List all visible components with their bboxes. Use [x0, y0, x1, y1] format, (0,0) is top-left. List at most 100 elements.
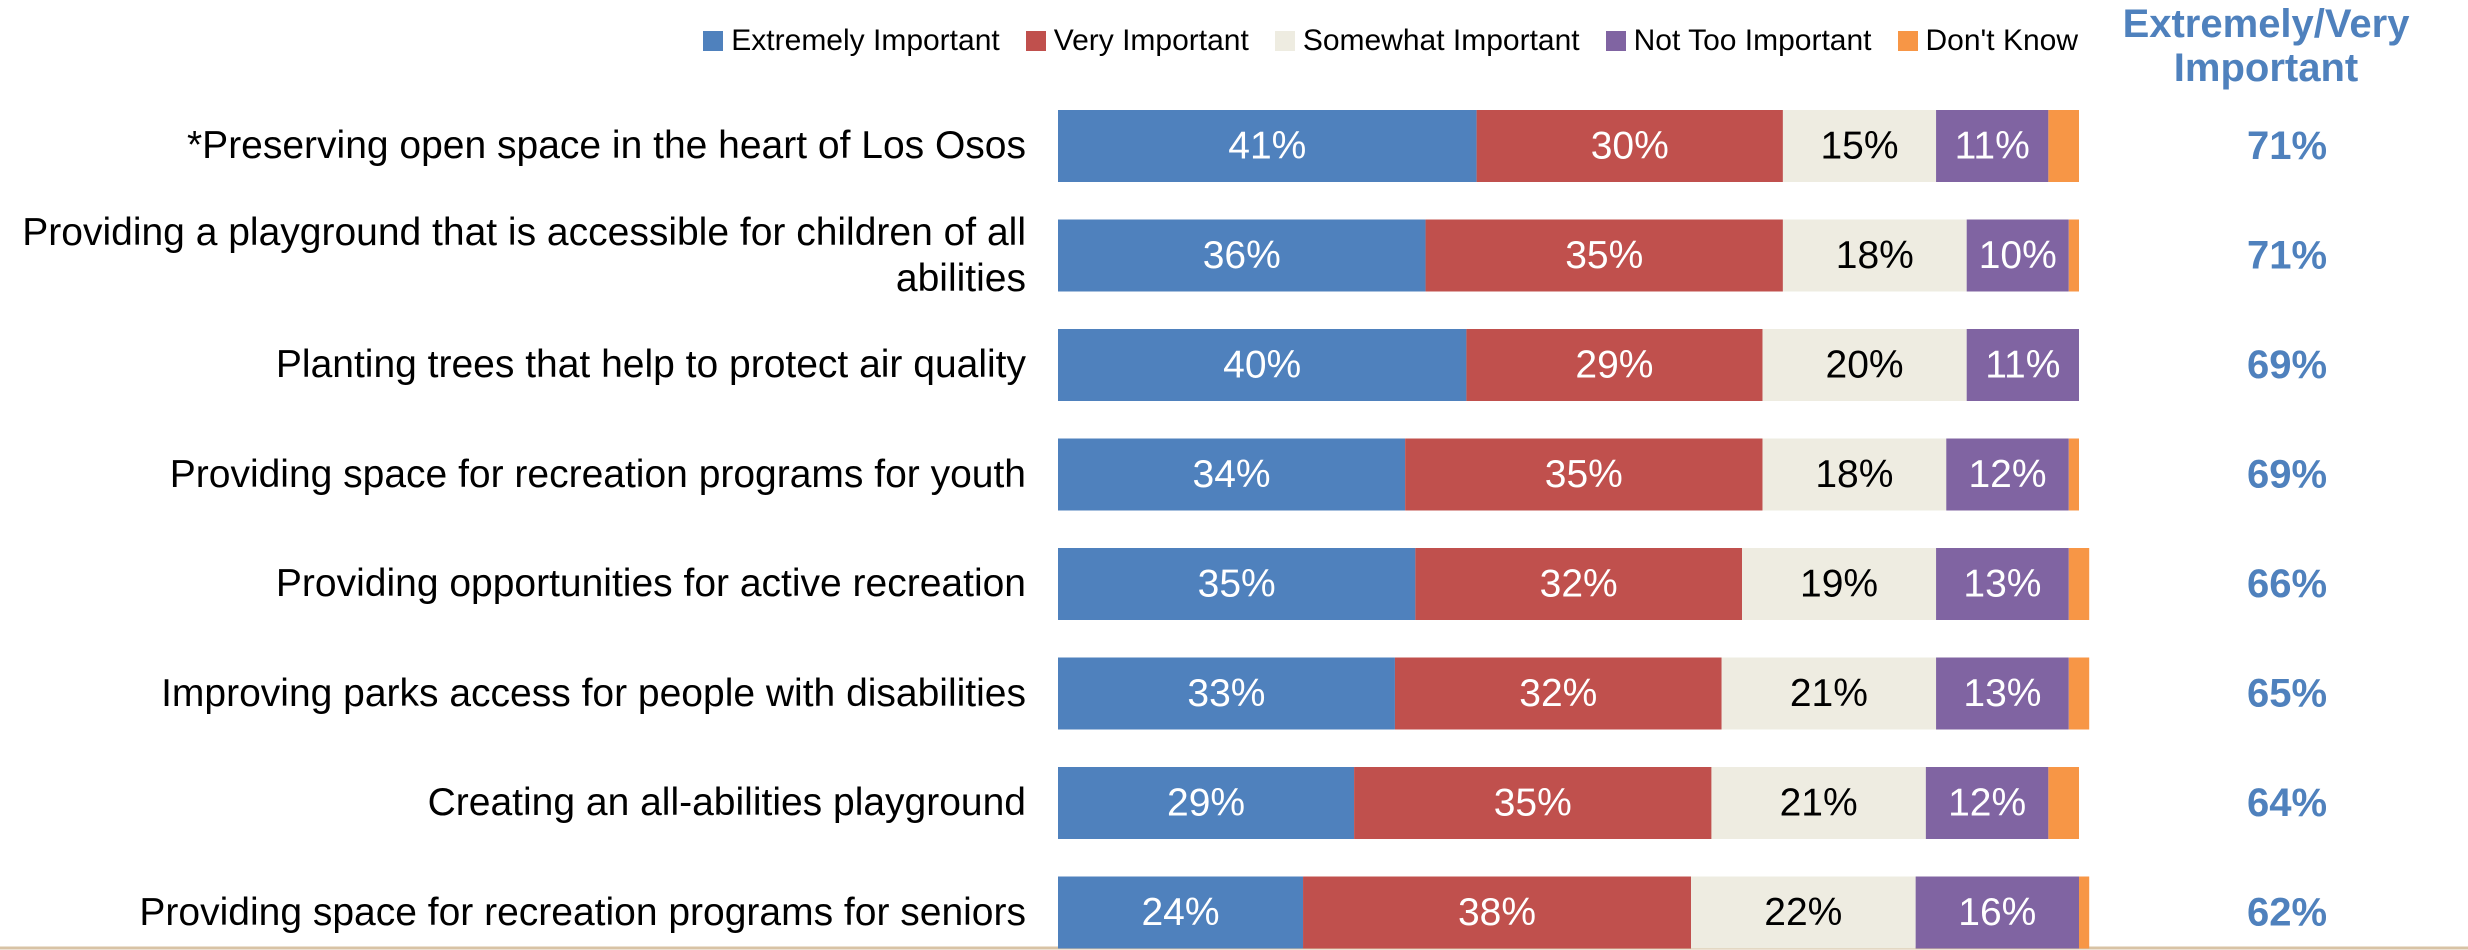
total-label: 71%: [2247, 234, 2327, 278]
legend-label: Somewhat Important: [1302, 24, 1580, 57]
data-label: 29%: [1575, 344, 1653, 387]
bar-segment: [1058, 329, 1467, 401]
total-label: 64%: [2247, 781, 2327, 825]
category-label: Improving parks access for people with d…: [161, 671, 1026, 715]
data-label: 10%: [1979, 234, 2057, 277]
data-label: 32%: [1519, 672, 1597, 715]
bar-segment: [1415, 548, 1743, 620]
total-label: 71%: [2247, 124, 2327, 168]
category-label: Providing a playground that is accessibl…: [22, 210, 1026, 300]
data-label: 21%: [1790, 672, 1868, 715]
bar-segment: [1711, 767, 1926, 839]
data-label: 11%: [1955, 125, 2030, 168]
legend: Extremely Important Very Important Somewha…: [677, 24, 2078, 58]
data-label: 13%: [1963, 672, 2041, 715]
legend-item: Very Important: [1025, 24, 1249, 58]
bar-segment: [1966, 219, 2069, 292]
bar-segment: [1058, 219, 1426, 292]
category-label: *Preserving open space in the heart of L…: [187, 124, 1026, 167]
category-label: Planting trees that help to protect air …: [275, 343, 1026, 386]
legend-item: Don't Know: [1897, 24, 2078, 58]
data-label: 18%: [1836, 234, 1914, 277]
data-label: 18%: [1815, 453, 1893, 496]
category-label: Creating an all-abilities playground: [427, 781, 1026, 824]
data-label: 12%: [1948, 782, 2026, 825]
total-label: 69%: [2247, 453, 2327, 497]
category-label: Providing opportunities for active recre…: [275, 562, 1026, 605]
bar-segment: [1425, 219, 1783, 292]
total-label: 62%: [2247, 891, 2327, 935]
data-label: 38%: [1458, 891, 1536, 934]
data-label: 12%: [1968, 453, 2046, 496]
bar-segment: [1354, 767, 1712, 839]
bar-segment: [1058, 767, 1355, 839]
legend-label: Very Important: [1053, 24, 1249, 57]
data-label: 24%: [1141, 891, 1219, 934]
bar-segment: [1742, 548, 1937, 620]
bar-segment: [2079, 876, 2090, 949]
data-label: 33%: [1187, 672, 1265, 715]
legend-label: Extremely Important: [731, 24, 1000, 57]
bar-segment: [1936, 110, 2049, 182]
bar-segment: [1476, 110, 1783, 182]
data-label: 35%: [1565, 234, 1643, 277]
bar-segment: [1762, 438, 1947, 511]
bar-segment: [1058, 110, 1477, 182]
bar-segment: [1405, 438, 1763, 511]
data-label: 21%: [1780, 782, 1858, 825]
bar-segment: [2048, 110, 2079, 182]
legend-swatch: [1897, 31, 1918, 51]
data-label: 19%: [1800, 563, 1878, 606]
data-label: 35%: [1545, 453, 1623, 496]
bar-segment: [2068, 548, 2090, 620]
legend-item: Not Too Important: [1605, 24, 1872, 58]
totals-title: Extremely/Very Important: [2122, 2, 2410, 90]
data-label: 36%: [1203, 234, 1281, 277]
data-label: 41%: [1228, 125, 1306, 168]
bar-segment: [1936, 548, 2069, 620]
bar-segment: [2068, 438, 2079, 511]
legend-item: Extremely Important: [703, 24, 1000, 58]
bar-segment: [1691, 876, 1916, 949]
bar-segment: [1058, 657, 1395, 730]
category-label: Providing space for recreation programs …: [169, 452, 1026, 496]
legend-label: Don't Know: [1925, 24, 2078, 57]
data-label: 11%: [1985, 344, 2060, 387]
total-label: 66%: [2247, 562, 2327, 606]
bar-segment: [1782, 110, 1937, 182]
total-label: 65%: [2247, 672, 2327, 716]
bar-segment: [1058, 438, 1406, 511]
legend-label: Not Too Important: [1633, 24, 1872, 57]
legend-swatch: [1605, 31, 1626, 51]
bar-segment: [2048, 767, 2079, 839]
data-label: 15%: [1820, 125, 1898, 168]
bar-segment: [1394, 657, 1722, 730]
legend-swatch: [1025, 31, 1046, 51]
data-label: 20%: [1826, 344, 1904, 387]
bar-segment: [1058, 876, 1304, 949]
data-label: 40%: [1223, 344, 1301, 387]
bar-segment: [1936, 657, 2069, 730]
data-label: 34%: [1193, 453, 1271, 496]
bar-segment: [2068, 219, 2079, 292]
data-label: 22%: [1764, 891, 1842, 934]
legend-swatch: [703, 31, 724, 51]
data-label: 32%: [1540, 563, 1618, 606]
bar-segment: [1966, 329, 2079, 401]
data-label: 35%: [1198, 563, 1276, 606]
bar-segment: [1915, 876, 2079, 949]
bar-segment: [1303, 876, 1692, 949]
bar-segment: [2068, 657, 2090, 730]
legend-swatch: [1274, 31, 1295, 51]
data-label: 16%: [1958, 891, 2036, 934]
bar-segment: [1925, 767, 2049, 839]
data-label: 30%: [1591, 125, 1669, 168]
bar-segment: [1762, 329, 1967, 401]
bar-segment: [1058, 548, 1416, 620]
category-label: Providing space for recreation programs …: [139, 890, 1026, 934]
data-label: 13%: [1963, 563, 2041, 606]
bar-segment: [1782, 219, 1967, 292]
bar-segment: [1466, 329, 1763, 401]
